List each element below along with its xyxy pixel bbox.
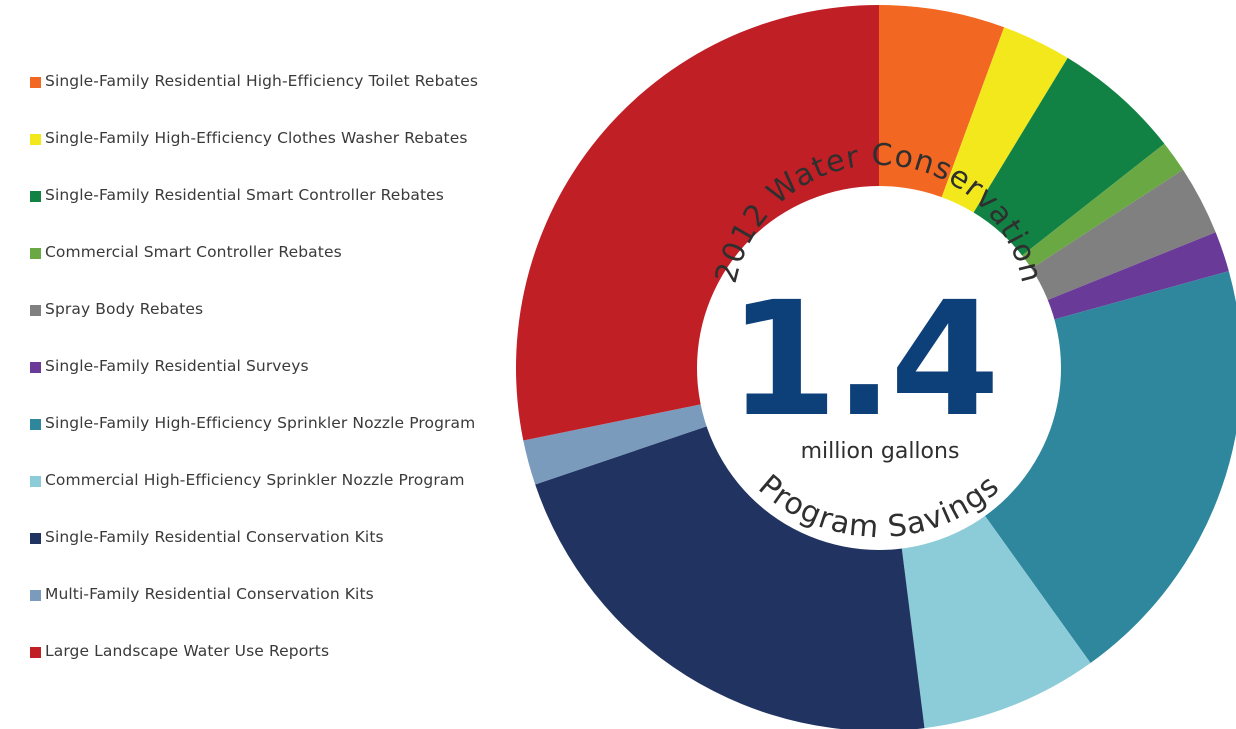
- legend-label: Single-Family Residential Surveys: [45, 357, 309, 375]
- legend-swatch: [30, 533, 41, 544]
- legend-item: Large Landscape Water Use Reports: [30, 642, 510, 699]
- legend-label: Single-Family High-Efficiency Clothes Wa…: [45, 129, 468, 147]
- legend-label: Single-Family Residential Smart Controll…: [45, 186, 444, 204]
- legend-swatch: [30, 647, 41, 658]
- legend-label: Multi-Family Residential Conservation Ki…: [45, 585, 374, 603]
- center-value: 1.4: [728, 268, 996, 452]
- legend-item: Single-Family Residential Surveys: [30, 357, 510, 414]
- legend-swatch: [30, 476, 41, 487]
- legend-item: Multi-Family Residential Conservation Ki…: [30, 585, 510, 642]
- legend-label: Commercial High-Efficiency Sprinkler Noz…: [45, 471, 465, 489]
- legend-item: Single-Family High-Efficiency Sprinkler …: [30, 414, 510, 471]
- legend-label: Spray Body Rebates: [45, 300, 204, 318]
- legend-label: Single-Family Residential Conservation K…: [45, 528, 384, 546]
- chart-legend: Single-Family Residential High-Efficienc…: [30, 72, 510, 699]
- legend-swatch: [30, 77, 41, 88]
- center-unit: million gallons: [801, 439, 960, 464]
- legend-item: Commercial High-Efficiency Sprinkler Noz…: [30, 471, 510, 528]
- legend-swatch: [30, 191, 41, 202]
- legend-swatch: [30, 362, 41, 373]
- legend-item: Single-Family Residential High-Efficienc…: [30, 72, 510, 129]
- legend-label: Large Landscape Water Use Reports: [45, 642, 330, 660]
- legend-label: Single-Family Residential High-Efficienc…: [45, 72, 479, 90]
- donut-hole: [697, 186, 1061, 550]
- legend-label: Single-Family High-Efficiency Sprinkler …: [45, 414, 476, 432]
- legend-swatch: [30, 305, 41, 316]
- legend-item: Single-Family High-Efficiency Clothes Wa…: [30, 129, 510, 186]
- legend-swatch: [30, 590, 41, 601]
- legend-item: Spray Body Rebates: [30, 300, 510, 357]
- legend-swatch: [30, 248, 41, 259]
- legend-label: Commercial Smart Controller Rebates: [45, 243, 342, 261]
- legend-item: Single-Family Residential Conservation K…: [30, 528, 510, 585]
- legend-item: Single-Family Residential Smart Controll…: [30, 186, 510, 243]
- legend-swatch: [30, 419, 41, 430]
- legend-swatch: [30, 134, 41, 145]
- legend-item: Commercial Smart Controller Rebates: [30, 243, 510, 300]
